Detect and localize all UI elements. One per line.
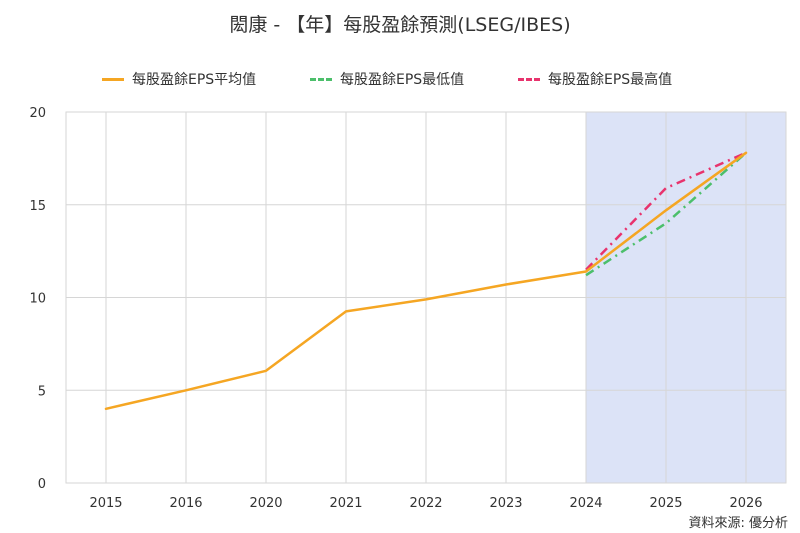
x-tick-label: 2021 <box>329 496 362 511</box>
legend-label-low: 每股盈餘EPS最低值 <box>340 72 465 88</box>
legend-label-average: 每股盈餘EPS平均值 <box>132 72 257 88</box>
x-tick-label: 2015 <box>89 496 122 511</box>
series-line-2 <box>585 151 747 271</box>
legend-item-low[interactable]: 每股盈餘EPS最低值 <box>310 68 464 90</box>
legend-item-high[interactable]: 每股盈餘EPS最高值 <box>518 68 672 90</box>
source-note: 資料來源: 優分析 <box>688 516 788 531</box>
legend-swatch-average <box>102 77 124 81</box>
x-tick-label: 2025 <box>649 496 682 511</box>
x-tick-label: 2026 <box>729 496 762 511</box>
x-tick-label: 2024 <box>569 496 602 511</box>
y-tick-label: 10 <box>29 292 46 307</box>
series-line-0 <box>104 151 748 411</box>
y-tick-label: 20 <box>29 106 46 121</box>
y-tick-label: 0 <box>38 477 46 492</box>
legend-swatch-low <box>310 77 332 81</box>
plot-frame <box>65 111 787 484</box>
chart-title: 閎康 - 【年】每股盈餘預測(LSEG/IBES) <box>229 14 571 36</box>
x-tick-label: 2020 <box>249 496 282 511</box>
legend-item-average[interactable]: 每股盈餘EPS平均值 <box>102 68 256 90</box>
x-tick-label: 2016 <box>169 496 202 511</box>
x-tick-label: 2023 <box>489 496 522 511</box>
legend: 每股盈餘EPS平均值 每股盈餘EPS最低值 每股盈餘EPS最高值 <box>0 68 800 90</box>
y-tick-label: 5 <box>38 384 46 399</box>
legend-swatch-high <box>518 77 540 81</box>
x-tick-label: 2022 <box>409 496 442 511</box>
y-tick-label: 15 <box>29 199 46 214</box>
legend-label-high: 每股盈餘EPS最高值 <box>548 72 673 88</box>
